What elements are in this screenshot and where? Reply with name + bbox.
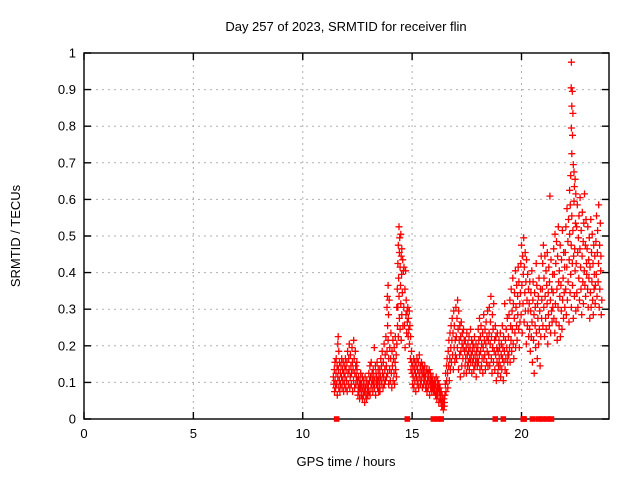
zero-flag-square [548,416,555,422]
y-tick-label: 0.1 [58,375,76,390]
y-tick-label: 0.2 [58,338,76,353]
y-tick-label: 0.3 [58,302,76,317]
y-tick-label: 0.5 [58,229,76,244]
zero-flag-square [539,416,546,422]
x-tick-label: 20 [514,426,528,441]
y-tick-label: 0 [69,412,76,427]
tick-marks [83,52,609,420]
x-axis-label: GPS time / hours [297,454,396,469]
axes [83,52,610,420]
zero-flag-square [492,416,499,422]
x-tick-label: 0 [80,426,87,441]
zero-flag-square [435,416,441,422]
x-tick-label: 15 [405,426,419,441]
y-axis-label: SRMTID / TECUs [8,184,23,287]
chart-title: Day 257 of 2023, SRMTID for receiver fli… [225,19,466,34]
zero-flag-square [529,416,536,422]
zero-flag-square [500,416,507,422]
y-tick-label: 0.4 [58,265,76,280]
y-tick-label: 1 [69,46,76,61]
zero-flag-square [333,416,340,422]
zero-flag-square [430,416,437,422]
zero-flag-square [438,416,445,422]
zero-flag-square [544,416,551,422]
x-tick-label: 10 [296,426,310,441]
zero-flag-square [404,416,411,422]
y-tick-label: 0.7 [58,155,76,170]
srmtid-plus-markers [329,58,606,414]
y-tick-label: 0.6 [58,192,76,207]
zero-flag-square [535,416,541,422]
dashed-gridlines [84,53,609,419]
x-tick-label: 5 [190,426,197,441]
y-tick-label: 0.9 [58,82,76,97]
zero-flag-square [521,416,527,422]
y-tick-label: 0.8 [58,119,76,134]
data-points [329,58,606,422]
grid-lines [84,53,609,419]
tick-labels: 0 5 10 15 20 0 0.1 0.2 0.3 0.4 0.5 0.6 0.7 0.8 0.9 1 [58,46,529,442]
